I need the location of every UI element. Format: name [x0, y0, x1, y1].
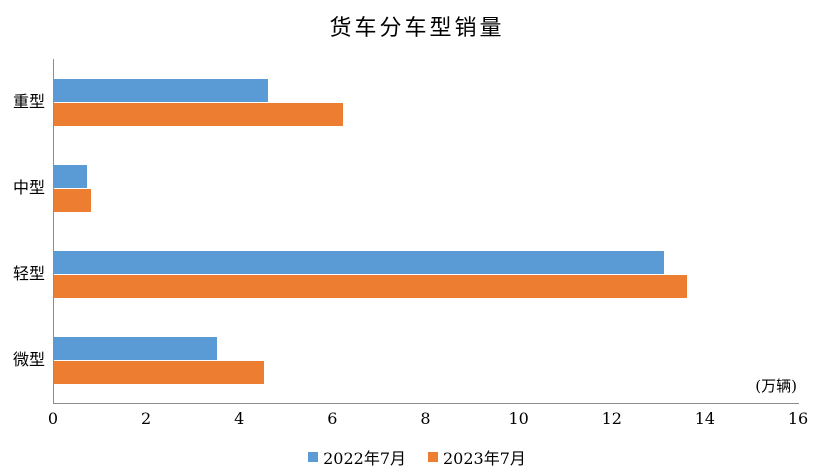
legend-swatch-icon	[308, 452, 319, 462]
y-axis-label-2: 轻型	[12, 264, 45, 283]
x-axis-tick-6: 6	[327, 409, 338, 428]
x-axis-tick-4: 4	[234, 409, 245, 428]
y-axis-label-1: 中型	[12, 178, 45, 197]
unit-label: (万辆)	[755, 377, 797, 395]
legend-swatch-icon	[428, 452, 438, 462]
bar-series-1-category-2	[54, 275, 688, 298]
bar-series-0-category-1	[54, 165, 87, 188]
x-axis-tick-16: 16	[787, 409, 809, 428]
bar-series-0-category-2	[54, 251, 664, 274]
y-axis-label-3: 微型	[12, 350, 45, 369]
plot-area: (万辆)	[53, 59, 799, 404]
x-axis-tick-10: 10	[508, 409, 529, 428]
bar-series-1-category-1	[54, 189, 92, 212]
bar-series-0-category-0	[54, 79, 269, 102]
legend-label: 2023年7月	[443, 449, 526, 468]
y-axis-label-0: 重型	[12, 92, 45, 111]
x-axis-tick-12: 12	[601, 409, 622, 428]
x-axis-tick-8: 8	[420, 409, 431, 428]
bar-series-0-category-3	[54, 337, 217, 360]
chart-title: 货车分车型销量	[329, 16, 505, 41]
legend-item-1: 2023年7月	[428, 445, 526, 469]
x-axis-tick-14: 14	[694, 409, 716, 428]
x-axis-tick-2: 2	[141, 409, 152, 428]
bar-series-1-category-0	[54, 103, 343, 126]
x-axis-tick-0: 0	[47, 409, 59, 428]
legend-item-0: 2022年7月	[308, 445, 406, 469]
legend: 2022年7月 2023年7月	[0, 445, 834, 469]
legend-label: 2022年7月	[323, 449, 406, 468]
bar-series-1-category-3	[54, 361, 264, 384]
